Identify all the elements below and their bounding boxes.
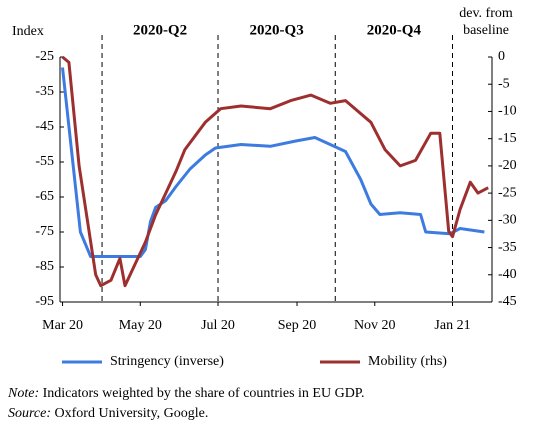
y2-tick-label: 0 (498, 49, 505, 64)
y2-tick-label: -10 (498, 104, 517, 119)
y-tick-label: -75 (35, 224, 54, 239)
series-line (61, 67, 485, 258)
quarter-label: 2020-Q4 (367, 22, 422, 38)
y2-axis-label: baseline (463, 23, 509, 38)
y-tick-label: -65 (35, 189, 54, 204)
y-axis-label: Index (12, 24, 44, 39)
y-tick-label: -95 (35, 294, 54, 309)
source: Source: Oxford University, Google. (8, 406, 208, 421)
legend-label: Stringency (inverse) (110, 354, 224, 369)
x-tick-label: Mar 20 (42, 318, 83, 333)
quarter-label: 2020-Q3 (250, 22, 304, 38)
source-label: Source: (8, 406, 51, 421)
y2-tick-label: -45 (498, 294, 517, 309)
source-text: Oxford University, Google. (51, 406, 208, 421)
y2-tick-label: -35 (498, 240, 517, 255)
note-label: Note: (7, 386, 39, 401)
x-tick-label: Jul 20 (201, 318, 235, 333)
y-tick-label: -25 (35, 49, 54, 64)
y-tick-label: -85 (35, 259, 54, 274)
note: Note: Indicators weighted by the share o… (7, 386, 365, 401)
x-tick-label: Nov 20 (354, 318, 396, 333)
y-tick-label: -45 (35, 119, 54, 134)
y2-tick-label: -20 (498, 158, 517, 173)
y2-tick-label: -5 (498, 76, 510, 91)
y-tick-label: -55 (35, 154, 54, 169)
legend-label: Mobility (rhs) (368, 354, 447, 369)
x-tick-label: Jan 21 (434, 318, 470, 333)
y2-tick-label: -15 (498, 131, 517, 146)
y2-tick-label: -40 (498, 267, 517, 282)
x-tick-label: May 20 (119, 318, 162, 333)
note-text: Indicators weighted by the share of coun… (39, 386, 364, 401)
y2-tick-label: -25 (498, 185, 517, 200)
x-tick-label: Sep 20 (278, 318, 317, 333)
y-tick-label: -35 (35, 84, 54, 99)
y2-tick-label: -30 (498, 213, 517, 228)
series-line (61, 55, 489, 288)
y2-axis-label: dev. from (459, 6, 513, 21)
quarter-label: 2020-Q2 (133, 22, 187, 38)
